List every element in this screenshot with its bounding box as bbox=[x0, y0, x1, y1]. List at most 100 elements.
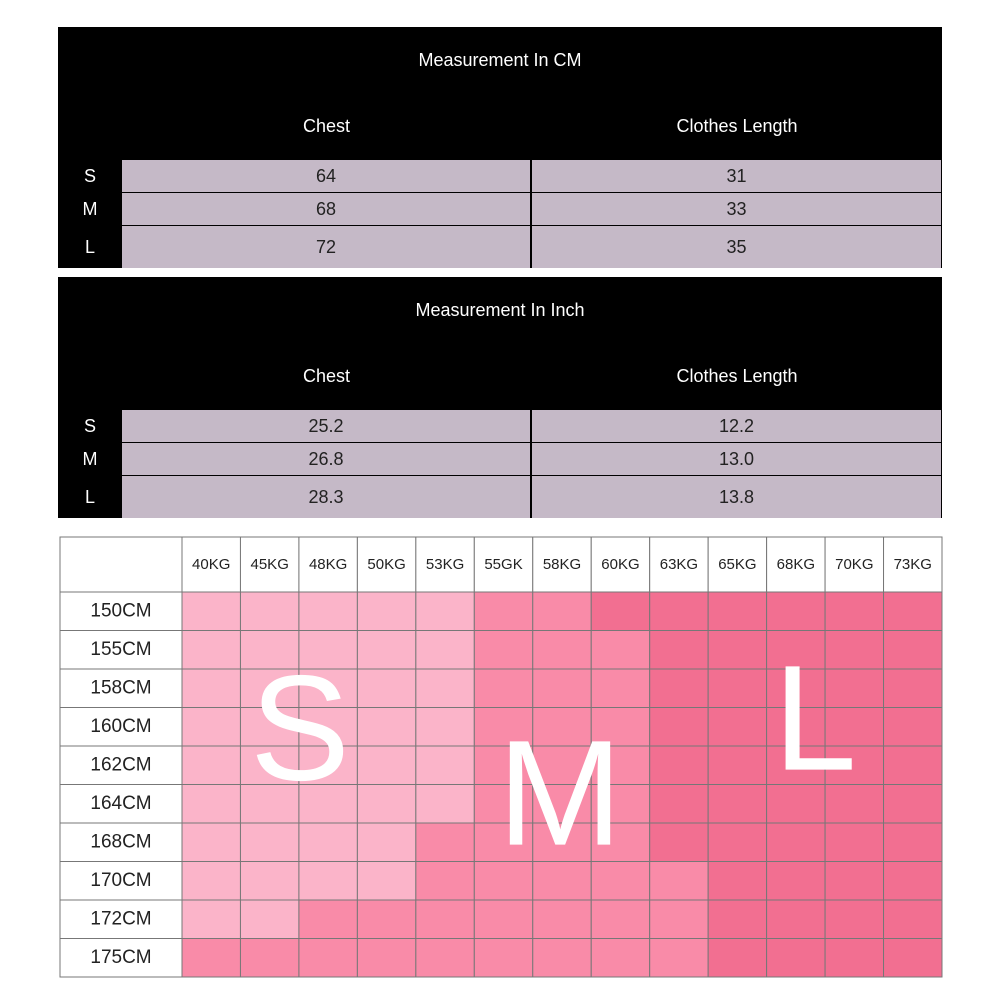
grid-cell bbox=[590, 784, 651, 824]
weight-label: 45KG bbox=[251, 556, 289, 573]
grid-cell bbox=[590, 861, 651, 901]
grid-cell bbox=[766, 899, 826, 939]
grid-cell bbox=[473, 591, 534, 631]
corner-cell bbox=[59, 536, 183, 593]
weight-label: 68KG bbox=[777, 556, 815, 573]
column-header-cell bbox=[356, 536, 417, 593]
row-size: S bbox=[83, 165, 96, 186]
height-label: 172CM bbox=[90, 908, 151, 929]
grid-cell bbox=[473, 938, 534, 978]
grid-cell bbox=[649, 822, 709, 862]
grid-cell bbox=[181, 861, 241, 901]
grid-cell bbox=[356, 707, 417, 747]
column-header: Clothes Length bbox=[676, 366, 798, 386]
row-header-cell bbox=[59, 784, 183, 824]
table-title: Measurement In CM bbox=[418, 49, 582, 70]
column-header-cell bbox=[181, 536, 241, 593]
grid-cell bbox=[590, 899, 651, 939]
grid-cell bbox=[824, 630, 885, 670]
grid-cell bbox=[532, 668, 592, 708]
grid-cell bbox=[181, 745, 241, 785]
grid-cell bbox=[766, 591, 826, 631]
grid-cell bbox=[415, 745, 475, 785]
grid-cell bbox=[532, 899, 592, 939]
weight-label: 73KG bbox=[894, 556, 932, 573]
grid-cell bbox=[883, 707, 943, 747]
grid-cell bbox=[766, 707, 826, 747]
row-header-cell bbox=[59, 668, 183, 708]
grid-cell bbox=[824, 822, 885, 862]
grid-cell bbox=[883, 591, 943, 631]
grid-cell bbox=[649, 784, 709, 824]
grid-cell bbox=[766, 861, 826, 901]
grid-cell bbox=[181, 899, 241, 939]
grid-cell bbox=[473, 745, 534, 785]
column-header-cell bbox=[707, 536, 768, 593]
grid-cell bbox=[883, 899, 943, 939]
table-value: 13.0 bbox=[532, 443, 941, 475]
height-label: 168CM bbox=[90, 831, 151, 852]
grid-cell bbox=[883, 822, 943, 862]
height-label: 155CM bbox=[90, 639, 151, 660]
size-table: Measurement In Inch Chest Clothes Length S 2… bbox=[58, 277, 942, 518]
grid-cell bbox=[707, 630, 768, 670]
grid-cell bbox=[356, 630, 417, 670]
grid-cell bbox=[239, 822, 300, 862]
grid-cell bbox=[883, 938, 943, 978]
column-header: Clothes Length bbox=[676, 116, 798, 136]
weight-label: 60KG bbox=[601, 556, 639, 573]
grid-cell bbox=[239, 630, 300, 670]
grid-cell bbox=[473, 630, 534, 670]
table-value: 13.8 bbox=[532, 476, 941, 518]
grid-cell bbox=[649, 861, 709, 901]
grid-cell bbox=[532, 591, 592, 631]
grid-cell bbox=[415, 899, 475, 939]
grid-cell bbox=[707, 707, 768, 747]
grid-cell bbox=[298, 899, 358, 939]
grid-cell bbox=[473, 861, 534, 901]
grid-cell bbox=[239, 784, 300, 824]
grid-cell bbox=[415, 591, 475, 631]
height-label: 170CM bbox=[90, 870, 151, 891]
grid-cell bbox=[590, 630, 651, 670]
grid-cell bbox=[239, 861, 300, 901]
grid-cell bbox=[766, 784, 826, 824]
column-header-cell bbox=[239, 536, 300, 593]
weight-label: 63KG bbox=[660, 556, 698, 573]
grid-cell bbox=[181, 630, 241, 670]
weight-label: 53KG bbox=[426, 556, 464, 573]
table-value: 12.2 bbox=[532, 410, 941, 442]
region-letter: M bbox=[498, 709, 623, 877]
grid-cell bbox=[298, 861, 358, 901]
grid-cell bbox=[239, 899, 300, 939]
grid-cell bbox=[649, 745, 709, 785]
size-table: Measurement In CM Chest Clothes Length S 64 3… bbox=[58, 27, 942, 268]
height-label: 150CM bbox=[90, 600, 151, 621]
grid-cell bbox=[590, 591, 651, 631]
grid-cell bbox=[181, 668, 241, 708]
table-value: 25.2 bbox=[122, 410, 530, 442]
grid-cell bbox=[239, 938, 300, 978]
grid-cell bbox=[590, 938, 651, 978]
weight-label: 55GK bbox=[484, 556, 522, 573]
height-label: 164CM bbox=[90, 793, 151, 814]
grid-cell bbox=[415, 822, 475, 862]
grid-cell bbox=[356, 591, 417, 631]
row-size: L bbox=[84, 236, 95, 257]
grid-cell bbox=[473, 707, 534, 747]
grid-cell bbox=[707, 938, 768, 978]
grid-cell bbox=[356, 784, 417, 824]
grid-cell bbox=[298, 707, 358, 747]
grid-cell bbox=[356, 938, 417, 978]
grid-cell bbox=[707, 668, 768, 708]
grid-cell bbox=[415, 707, 475, 747]
grid-cell bbox=[298, 745, 358, 785]
grid-cell bbox=[824, 591, 885, 631]
grid-cell bbox=[181, 822, 241, 862]
grid-cell bbox=[415, 630, 475, 670]
grid-cell bbox=[883, 784, 943, 824]
grid-cell bbox=[181, 938, 241, 978]
grid-cell bbox=[883, 745, 943, 785]
table-value: 64 bbox=[122, 160, 530, 192]
grid-cell bbox=[649, 938, 709, 978]
